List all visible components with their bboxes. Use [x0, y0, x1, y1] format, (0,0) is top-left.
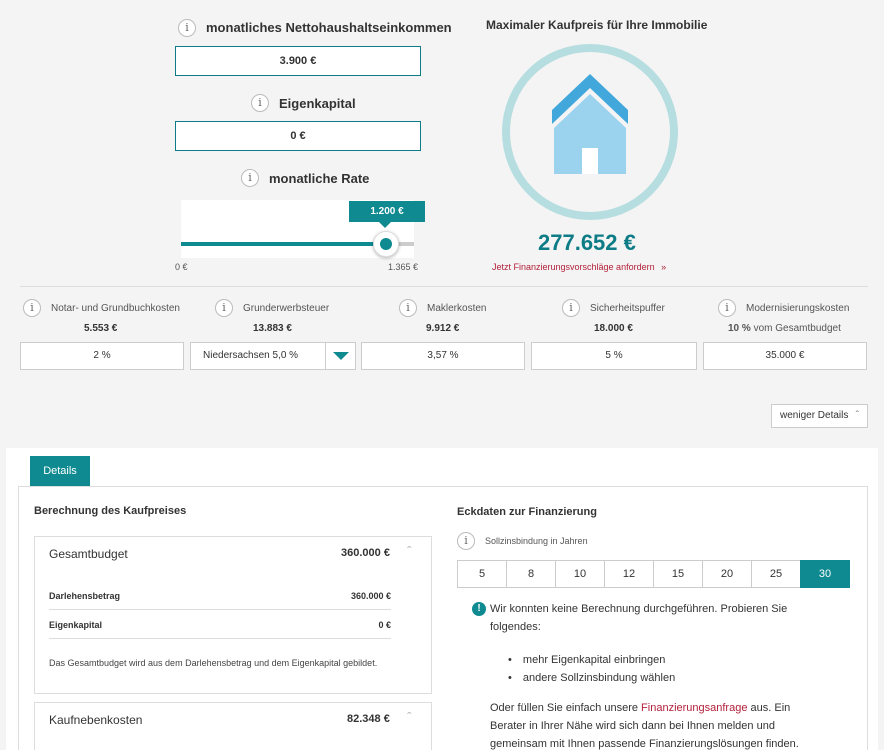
financing-link[interactable]: Jetzt Finanzierungsvorschläge anfordern … — [492, 262, 667, 272]
equity-label: Eigenkapital — [279, 96, 356, 111]
equity-row-value: 0 € — [378, 620, 391, 630]
info-icon[interactable]: i — [251, 94, 269, 112]
less-details-button[interactable]: weniger Details ˆ — [771, 404, 868, 428]
inquiry-paragraph: Oder füllen Sie einfach unsere Finanzier… — [490, 702, 799, 750]
rate-max: 1.365 € — [388, 262, 419, 272]
loan-value: 360.000 € — [350, 591, 391, 601]
broker-title: Maklerkosten — [427, 303, 487, 314]
fixed-rate-label: Sollzinsbindung in Jahren — [485, 536, 588, 546]
equity-row-label: Eigenkapital — [49, 620, 103, 630]
modernization-amount: 10 % vom Gesamtbudget — [728, 323, 841, 334]
buffer-input[interactable]: 5 % — [531, 342, 697, 370]
bullet-1: • mehr Eigenkapital einbringen — [508, 654, 666, 666]
slider-fill — [181, 242, 386, 246]
year-option-10[interactable]: 10 — [555, 560, 605, 588]
total-budget-card: Gesamtbudget 360.000 € ˆ Darlehensbetrag… — [34, 536, 432, 694]
year-option-8[interactable]: 8 — [506, 560, 556, 588]
side-costs-card: Kaufnebenkosten 82.348 € ˆ — [34, 702, 432, 750]
bullet-2-text: andere Sollzinsbindung wählen — [522, 672, 676, 684]
info-icon[interactable]: i — [399, 299, 417, 317]
rate-min: 0 € — [175, 262, 188, 272]
info-icon[interactable]: i — [457, 532, 475, 550]
modernization-title: Modernisierungskosten — [746, 303, 850, 314]
buffer-title: Sicherheitspuffer — [590, 303, 665, 314]
income-input[interactable]: 3.900 € — [175, 46, 421, 76]
divider — [49, 609, 391, 610]
tab-details[interactable]: Details — [30, 456, 90, 486]
year-option-20[interactable]: 20 — [702, 560, 752, 588]
chevron-up-icon[interactable]: ˆ — [407, 543, 412, 559]
calc-title: Berechnung des Kaufpreises — [34, 505, 187, 517]
state-select[interactable]: Niedersachsen 5,0 % — [190, 342, 356, 370]
info-icon[interactable]: i — [23, 299, 41, 317]
inquiry-link[interactable]: Finanzierungsanfrage — [641, 702, 748, 714]
chevron-up-icon: ˆ — [855, 410, 859, 421]
notary-input[interactable]: 2 % — [20, 342, 184, 370]
tooltip-arrow — [379, 222, 391, 228]
dropdown-button[interactable] — [325, 343, 355, 369]
rate-tooltip: 1.200 € — [349, 201, 425, 222]
house-ring — [502, 44, 678, 220]
bullet-1-text: mehr Eigenkapital einbringen — [522, 654, 666, 666]
chevron-right-icon: » — [661, 262, 667, 272]
year-option-5[interactable]: 5 — [457, 560, 507, 588]
total-budget-label: Gesamtbudget — [49, 547, 128, 561]
loan-label: Darlehensbetrag — [49, 591, 121, 601]
buffer-amount: 18.000 € — [594, 323, 633, 334]
max-price: 277.652 € — [538, 230, 636, 255]
divider — [20, 286, 868, 287]
year-option-12[interactable]: 12 — [604, 560, 654, 588]
bullet-2: • andere Sollzinsbindung wählen — [508, 672, 676, 684]
broker-input[interactable]: 3,57 % — [361, 342, 525, 370]
chevron-down-icon — [333, 352, 349, 360]
state-select-value: Niedersachsen 5,0 % — [203, 350, 299, 361]
info-icon[interactable]: i — [562, 299, 580, 317]
house-icon — [552, 74, 628, 174]
broker-amount: 9.912 € — [426, 323, 460, 334]
info-icon[interactable]: i — [178, 19, 196, 37]
year-option-15[interactable]: 15 — [653, 560, 703, 588]
transfer-tax-title: Grunderwerbsteuer — [243, 303, 330, 314]
budget-note: Das Gesamtbudget wird aus dem Darlehensb… — [49, 658, 378, 668]
divider — [49, 638, 391, 639]
result-title: Maximaler Kaufpreis für Ihre Immobilie — [486, 18, 708, 32]
notary-title: Notar- und Grundbuchkosten — [51, 303, 180, 314]
year-option-25[interactable]: 25 — [751, 560, 801, 588]
finance-title: Eckdaten zur Finanzierung — [457, 506, 597, 518]
calculator-area — [6, 0, 878, 448]
info-icon[interactable]: i — [718, 299, 736, 317]
rate-label: monatliche Rate — [269, 171, 370, 186]
income-label: monatliches Nettohaushaltseinkommen — [206, 20, 452, 35]
equity-input[interactable]: 0 € — [175, 121, 421, 151]
chevron-up-icon[interactable]: ˆ — [407, 709, 412, 725]
year-option-30[interactable]: 30 — [800, 560, 850, 588]
transfer-tax-amount: 13.883 € — [253, 323, 292, 334]
modernization-input[interactable]: 35.000 € — [703, 342, 867, 370]
less-details-label: weniger Details — [780, 410, 849, 421]
warning-text: Wir konnten keine Berechnung durchgeführ… — [490, 603, 788, 633]
side-costs-label: Kaufnebenkosten — [49, 713, 143, 727]
info-icon[interactable]: i — [215, 299, 233, 317]
side-costs-value: 82.348 € — [347, 713, 390, 725]
slider-thumb[interactable] — [373, 231, 399, 257]
info-icon[interactable]: i — [241, 169, 259, 187]
notary-amount: 5.553 € — [84, 323, 118, 334]
warning-icon: ! — [472, 602, 486, 616]
total-budget-value: 360.000 € — [341, 547, 390, 559]
